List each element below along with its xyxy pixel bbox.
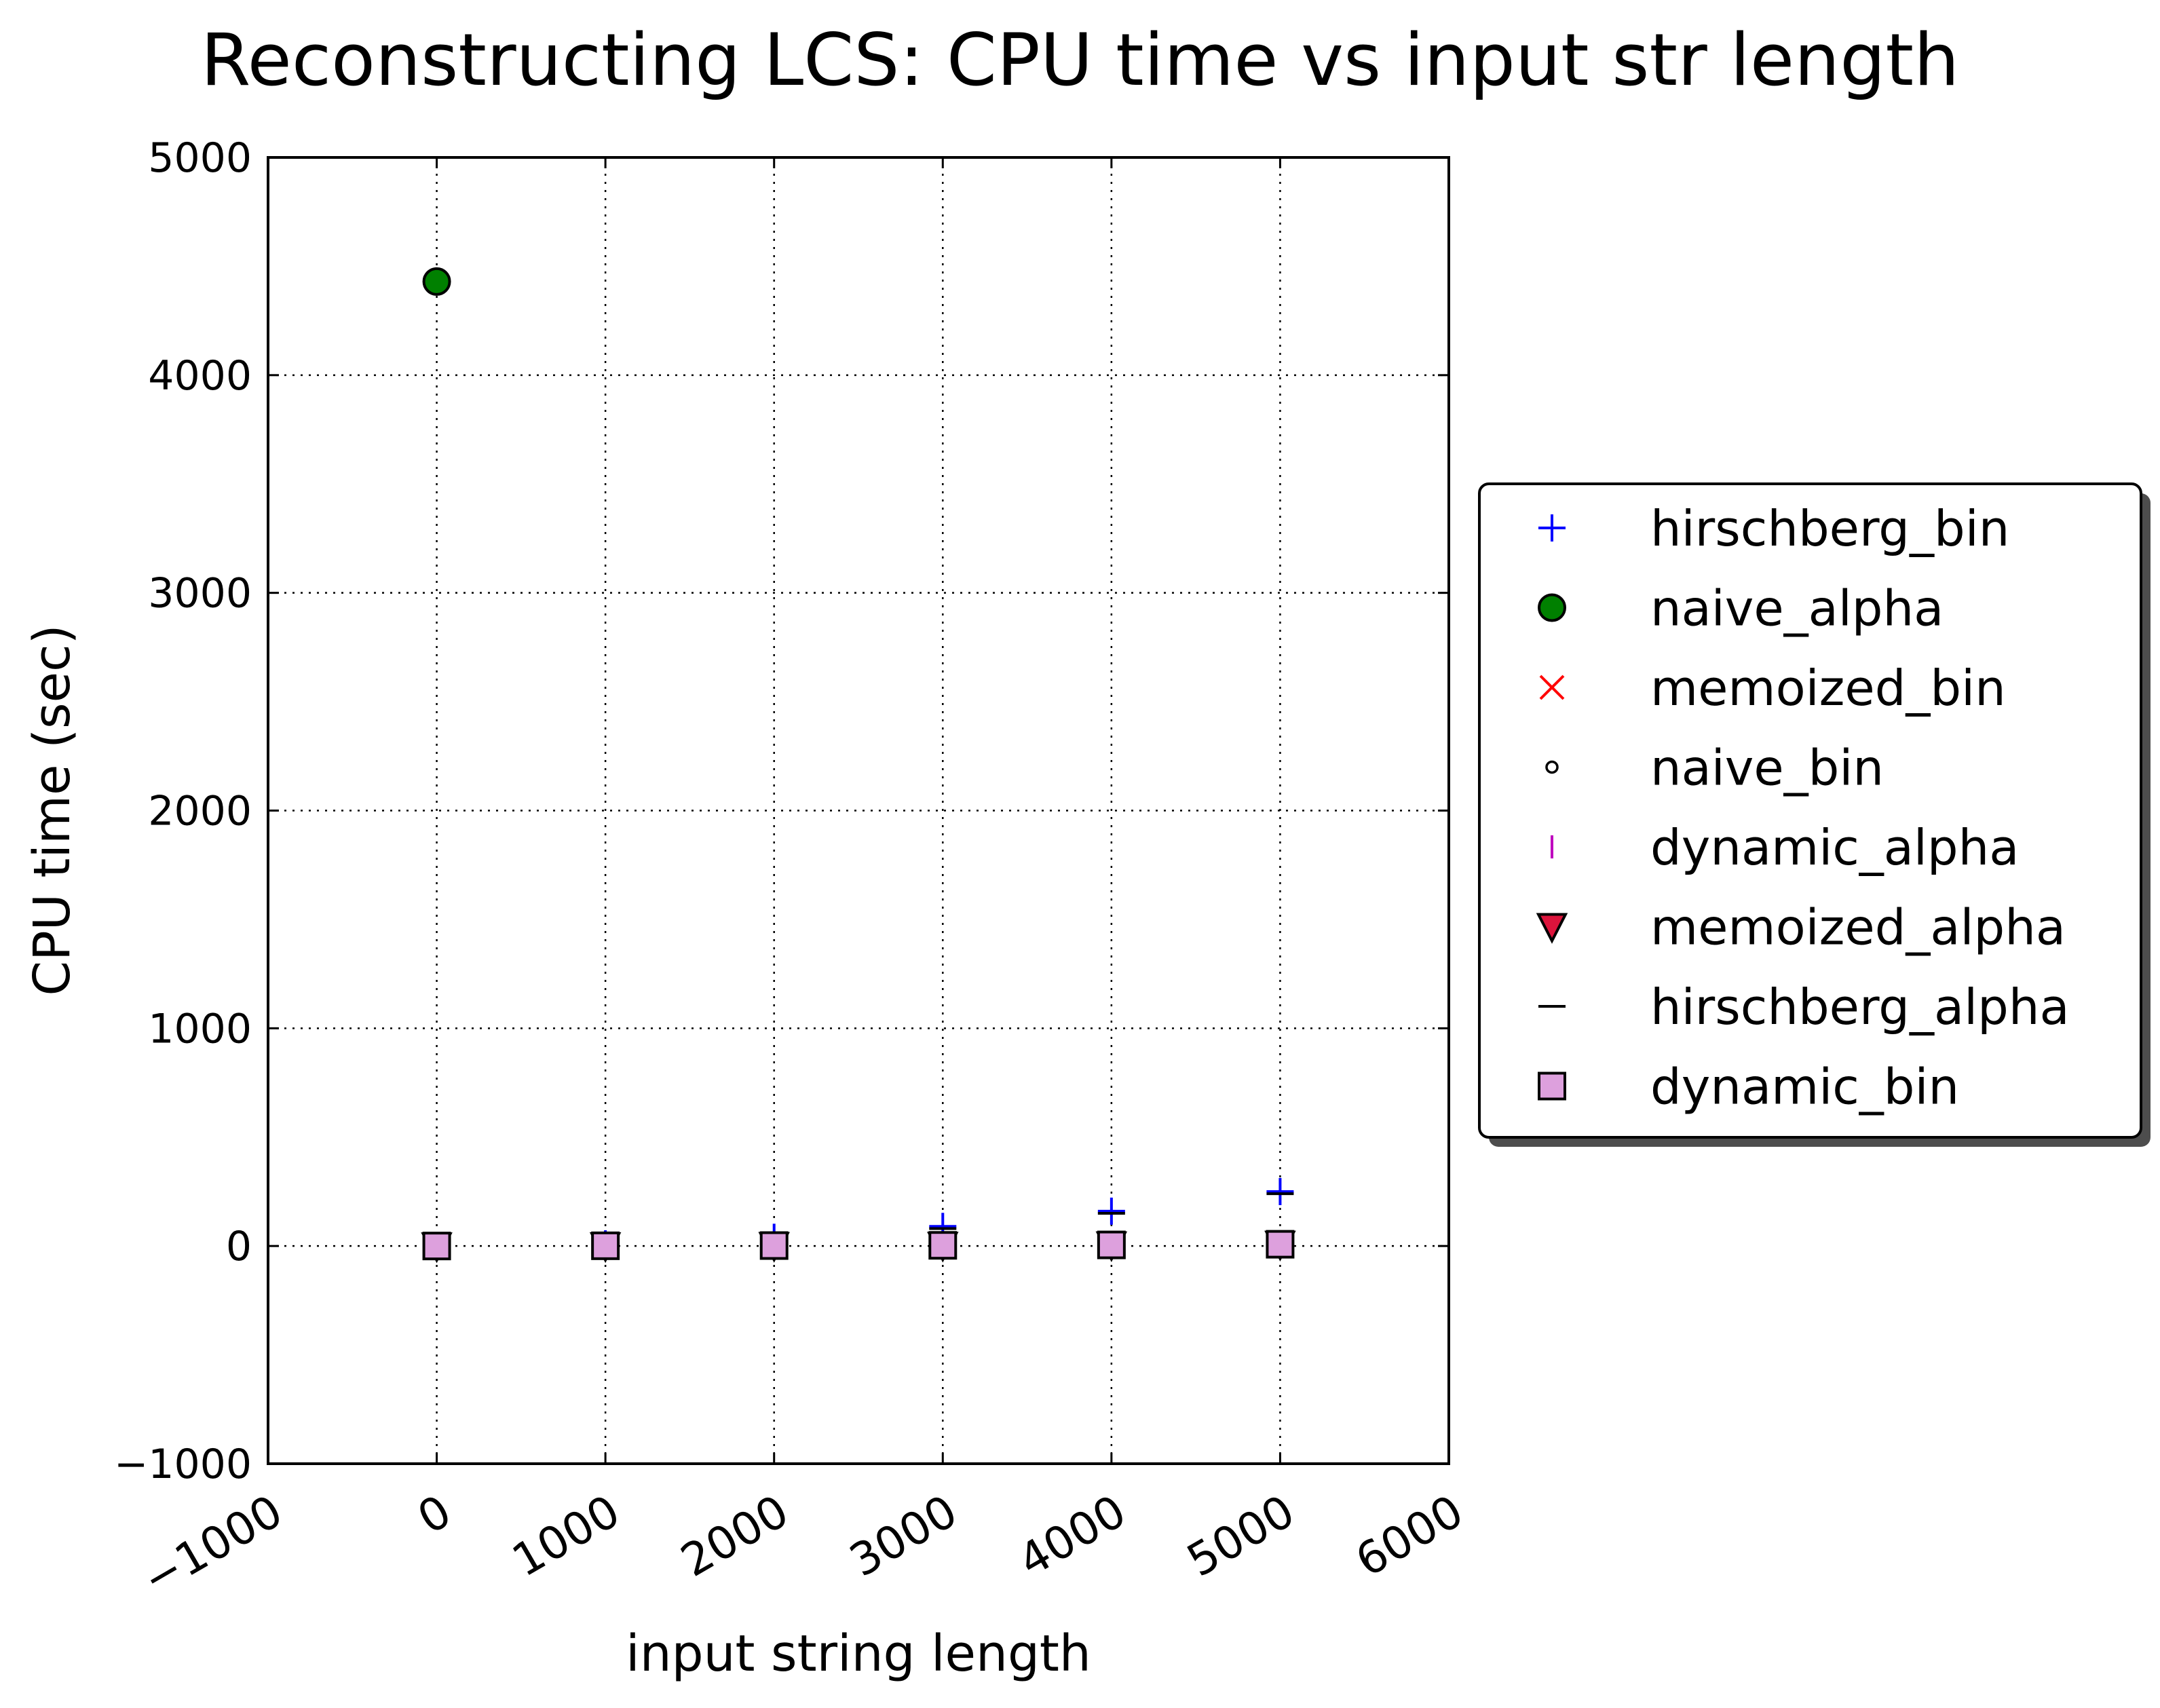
point-dynamic-bin	[422, 1232, 451, 1261]
x-tick-label: 0	[409, 1485, 460, 1544]
legend-entry-hirschberg-bin: hirschberg_bin	[1538, 500, 2009, 557]
y-tick-label: 0	[226, 1223, 252, 1270]
legend-marker	[1539, 675, 1565, 700]
legend-label: memoized_bin	[1650, 660, 2006, 717]
y-tick-label: 1000	[148, 1005, 252, 1052]
data-marks	[421, 267, 1296, 1264]
x-tick-label: 2000	[672, 1485, 797, 1587]
legend-entry-dynamic-bin: dynamic_bin	[1538, 1059, 1959, 1116]
legend-marker	[1536, 913, 1568, 944]
legend-entry-naive-bin: naive_bin	[1545, 740, 1884, 797]
point-dynamic-bin	[759, 1231, 789, 1260]
x-tick-label: −1000	[134, 1485, 291, 1606]
legend-marker	[1545, 760, 1559, 774]
legend-label: memoized_alpha	[1650, 899, 2066, 956]
y-tick-label: 4000	[148, 352, 252, 400]
axis-ticks	[267, 156, 1450, 1465]
y-tick-label: 3000	[148, 570, 252, 618]
legend: hirschberg_bin naive_alpha memoized_binnai…	[1478, 482, 2150, 1147]
legend-label: naive_alpha	[1650, 580, 1944, 637]
legend-marker	[1538, 593, 1566, 622]
y-tick-label: 5000	[148, 134, 252, 182]
point-hirschberg-bin	[1097, 1197, 1125, 1225]
legend-box	[1478, 482, 2142, 1139]
legend-entry-memoized-bin: memoized_bin	[1539, 660, 2006, 717]
legend-entry-dynamic-alpha: dynamic_alpha	[1551, 819, 2019, 876]
legend-entry-naive-alpha: naive_alpha	[1538, 580, 1944, 637]
axis-tick-labels: −1000 0 1000 2000 3000 4000 5000 6000 −1000 0 1000…	[114, 134, 1472, 1606]
point-dynamic-bin	[591, 1231, 620, 1260]
legend-label: hirschberg_alpha	[1650, 979, 2070, 1036]
legend-label: dynamic_bin	[1650, 1059, 1959, 1116]
point-dynamic-bin	[1266, 1230, 1295, 1259]
point-hirschberg-bin	[1266, 1177, 1294, 1205]
legend-label: dynamic_alpha	[1650, 819, 2019, 876]
x-tick-label: 5000	[1178, 1485, 1303, 1587]
x-tick-label: 3000	[841, 1485, 966, 1587]
legend-marker	[1538, 1071, 1566, 1101]
legend-label: hirschberg_bin	[1650, 500, 2009, 557]
legend-entry-hirschberg-alpha: hirschberg_alpha	[1538, 979, 2070, 1036]
x-tick-label: 4000	[1010, 1485, 1135, 1587]
x-tick-label: 6000	[1347, 1485, 1472, 1587]
legend-entry-memoized-alpha: memoized_alpha	[1536, 899, 2066, 956]
legend-marker	[1538, 514, 1566, 542]
legend-label: naive_bin	[1650, 740, 1884, 797]
x-tick-label: 1000	[504, 1485, 628, 1587]
point-dynamic-bin	[928, 1231, 958, 1260]
point-naive-alpha	[422, 267, 451, 296]
y-axis-label: CPU time (sec)	[23, 624, 81, 995]
chart-title: Reconstructing LCS: CPU time vs input st…	[200, 18, 1960, 102]
y-tick-label: −1000	[114, 1441, 252, 1488]
point-dynamic-bin	[1097, 1230, 1126, 1259]
y-tick-label: 2000	[148, 788, 252, 835]
x-axis-label: input string length	[626, 1625, 1091, 1683]
grid-lines	[268, 157, 1449, 1464]
